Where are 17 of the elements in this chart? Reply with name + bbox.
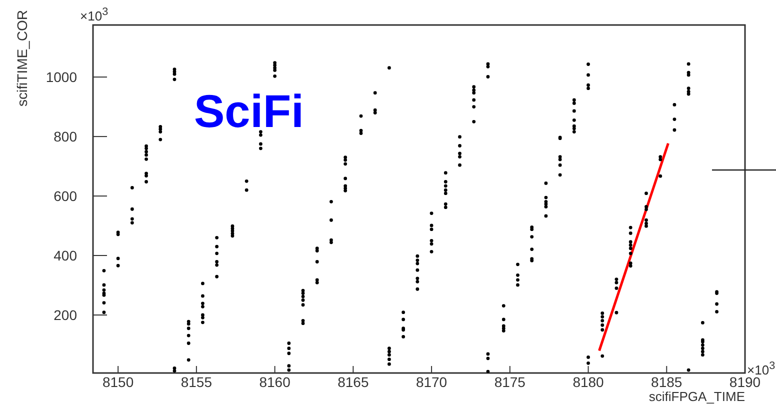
text: SciFi [194,84,304,138]
text: ×10$^{3}$ [80,6,108,24]
x-tick-label: 8165 [338,374,369,390]
y-tick-label: 200 [54,306,78,323]
x-axis-title: scifiFPGA_TIME [648,389,745,404]
y-tick-label: 600 [54,188,78,204]
x-tick-label: 8170 [416,374,448,390]
y-tick-label: 400 [54,247,78,264]
x-tick-label: 8175 [494,374,526,390]
x-tick-label: 8160 [259,374,291,390]
y-tick-label: 800 [54,128,78,145]
x-tick-label: 8185 [651,374,682,390]
y-tick-label: 1000 [46,69,78,86]
x-tick-label: 8150 [102,374,134,390]
x-tick-label: 8155 [180,374,212,390]
x-tick-label: 8180 [572,374,604,390]
y-axis-title: scifiTIME_COR [14,10,30,108]
